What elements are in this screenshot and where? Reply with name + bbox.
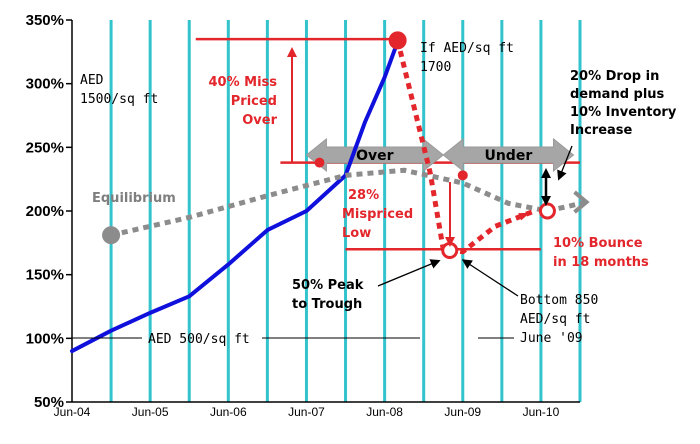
bottom850-line3: June '09 xyxy=(520,331,583,346)
ring-marker xyxy=(441,241,459,259)
equilibrium-arrowhead xyxy=(573,190,590,214)
x-tick-label: Jun-06 xyxy=(210,405,247,419)
y-tick-label: 50% xyxy=(34,394,64,411)
equilibrium-label: Equilibrium xyxy=(92,191,176,206)
x-tick-label: Jun-09 xyxy=(444,405,481,419)
mispriced28-line1: 28% xyxy=(348,188,379,203)
mispriced28-line3: Low xyxy=(342,226,371,241)
red-path-arrowhead xyxy=(518,212,530,221)
miss40-line3: Over xyxy=(242,113,277,128)
annotation-arrows xyxy=(72,47,573,339)
peak50-line2: to Trough xyxy=(292,297,362,312)
y-tick-label: 200% xyxy=(26,203,64,220)
point-markers xyxy=(102,31,556,259)
miss40-line2: Priced xyxy=(231,94,277,109)
y-tick-label: 150% xyxy=(26,267,64,284)
x-tick-label: Jun-05 xyxy=(132,405,169,419)
aed500-label: AED 500/sq ft xyxy=(148,332,250,347)
demand-drop-pointer xyxy=(557,145,573,181)
mispriced28-line2: Mispriced xyxy=(342,207,413,222)
y-tick-label: 300% xyxy=(26,76,64,93)
drop20-line3: 10% Inventory xyxy=(570,105,677,120)
y-tick-label: 100% xyxy=(26,330,64,347)
annotations: AED 1500/sq ft If AED/sq ft 1700 40% Mis… xyxy=(80,41,677,347)
series-line xyxy=(70,39,400,354)
peak-trough-pointer xyxy=(377,259,441,287)
miss40-line1: 40% Miss xyxy=(208,75,277,90)
ring-marker xyxy=(538,202,556,220)
bottom-pointer xyxy=(461,259,519,297)
peak50-line1: 50% Peak xyxy=(292,278,364,293)
bottom850-line2: AED/sq ft xyxy=(520,312,590,327)
y-axis-ticks: 50% 100% 150% 200% 250% 300% 350% xyxy=(26,12,72,411)
x-tick-label: Jun-10 xyxy=(523,405,560,419)
drop20-line4: Increase xyxy=(570,123,633,138)
red-dot-marker xyxy=(457,170,468,181)
x-axis-ticks: Jun-04 Jun-05 Jun-06 Jun-07 Jun-08 Jun-09 Jun-… xyxy=(54,405,560,419)
band-label: Under xyxy=(484,148,532,164)
band-label: Over xyxy=(356,148,394,164)
aed1500-line1: AED xyxy=(80,73,104,88)
band-arrow xyxy=(442,137,575,173)
aed1700-line2: 1700 xyxy=(420,60,451,75)
series-line xyxy=(395,39,536,255)
y-tick-label: 250% xyxy=(26,139,64,156)
aed1500-line2: 1500/sq ft xyxy=(80,92,158,107)
drop20-line1: 20% Drop in xyxy=(570,69,659,84)
equilibrium-start-marker xyxy=(102,226,121,245)
red-dot-marker xyxy=(314,157,325,168)
bounce10-line1: 10% Bounce xyxy=(553,236,643,251)
drop20-line2: demand plus xyxy=(570,87,665,102)
bottom850-line1: Bottom 850 xyxy=(520,293,598,308)
x-tick-label: Jun-08 xyxy=(366,405,403,419)
over-under-bands: Over Under xyxy=(305,137,575,173)
aed1700-line1: If AED/sq ft xyxy=(420,41,514,56)
series-lines xyxy=(70,39,590,354)
y-tick-label: 350% xyxy=(26,12,64,29)
peak-marker xyxy=(388,31,407,50)
bounce10-line2: in 18 months xyxy=(553,255,649,270)
x-tick-label: Jun-07 xyxy=(288,405,325,419)
x-tick-label: Jun-04 xyxy=(54,405,91,419)
